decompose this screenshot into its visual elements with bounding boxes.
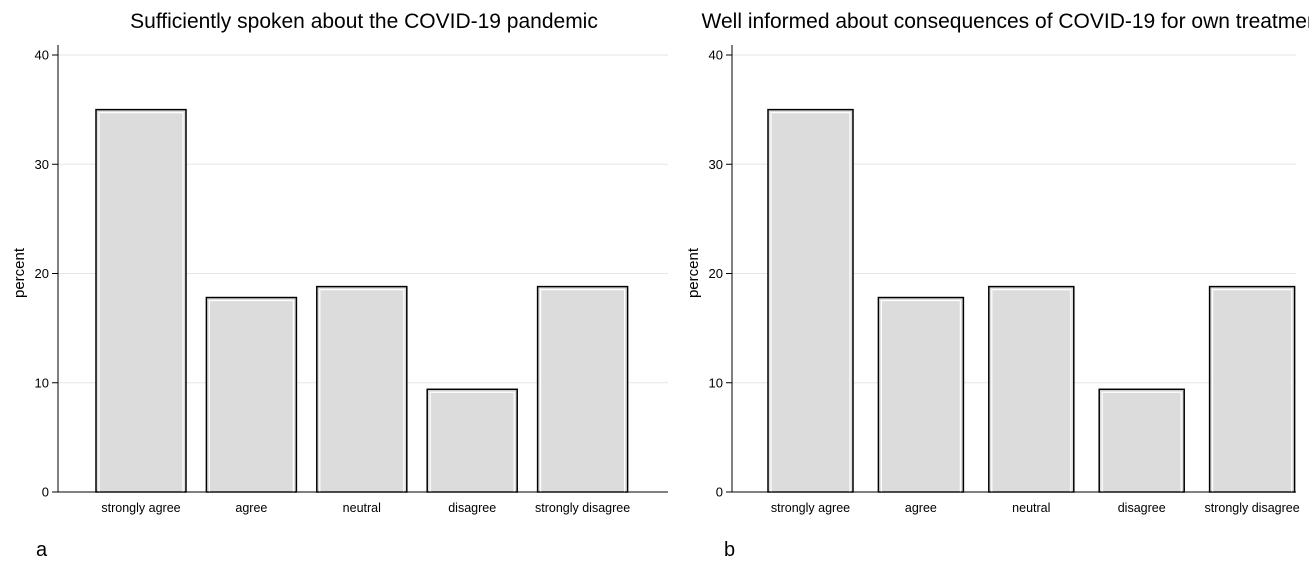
x-category-label: neutral — [1012, 501, 1050, 515]
bar-agree — [877, 296, 965, 493]
y-tick-label: 0 — [716, 485, 723, 500]
x-category-label: disagree — [448, 501, 496, 515]
y-axis-label: percent — [11, 247, 28, 298]
y-tick-label: 20 — [709, 266, 723, 281]
x-category-label: strongly agree — [101, 501, 180, 515]
chart-panel-2: Well informed about consequences of COVI… — [685, 10, 1309, 561]
bar-agree — [205, 296, 298, 493]
bar-strongly-disagree — [1208, 285, 1296, 493]
bar-neutral — [316, 285, 408, 493]
bar-strongly-agree — [767, 108, 854, 493]
y-tick-label: 30 — [35, 157, 49, 172]
y-tick-label: 10 — [709, 375, 723, 390]
chart-title: Well informed about consequences of COVI… — [702, 10, 1309, 33]
bar-strongly-disagree — [536, 285, 629, 493]
panel-label: b — [724, 539, 735, 561]
y-tick-label: 40 — [709, 48, 723, 63]
y-tick-label: 20 — [35, 266, 49, 281]
x-category-label: strongly disagree — [1204, 501, 1299, 515]
x-category-label: disagree — [1118, 501, 1166, 515]
y-tick-label: 10 — [35, 375, 49, 390]
y-axis-label: percent — [685, 247, 702, 298]
y-tick-label: 30 — [709, 157, 723, 172]
bar-disagree — [426, 388, 518, 493]
chart-title: Sufficiently spoken about the COVID-19 p… — [130, 10, 598, 33]
bar-disagree — [1098, 388, 1185, 493]
x-category-label: strongly disagree — [535, 501, 630, 515]
x-category-label: neutral — [343, 501, 381, 515]
bar-neutral — [988, 285, 1075, 493]
bar-strongly-agree — [95, 108, 187, 493]
x-category-label: agree — [905, 501, 937, 515]
x-category-label: agree — [235, 501, 267, 515]
y-tick-label: 0 — [42, 485, 49, 500]
x-category-label: strongly agree — [771, 501, 850, 515]
chart-panel-1: Sufficiently spoken about the COVID-19 p… — [11, 10, 668, 561]
panel-label: a — [36, 539, 48, 561]
y-tick-label: 40 — [35, 48, 49, 63]
